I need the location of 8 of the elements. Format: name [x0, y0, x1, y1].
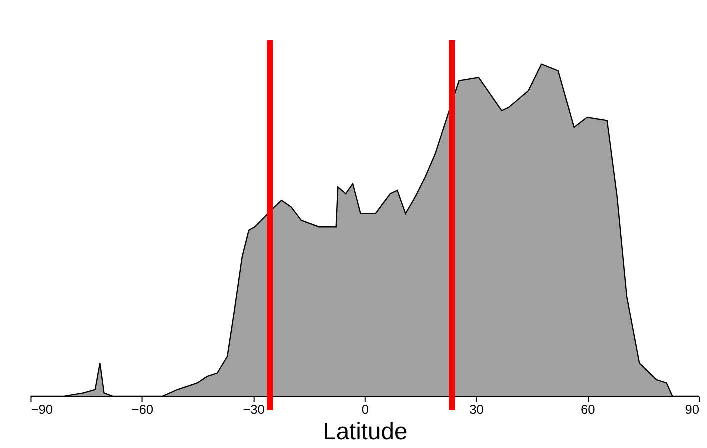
- x-tick-label: −30: [243, 402, 265, 417]
- x-tick-label: 0: [362, 402, 369, 417]
- x-axis-title: Latitude: [323, 418, 408, 446]
- x-tick-label: 60: [581, 402, 596, 417]
- x-tick-label: −60: [132, 402, 154, 417]
- x-tick-label: 30: [470, 402, 484, 417]
- x-tick-label: 90: [685, 402, 700, 417]
- x-tick-label: −90: [31, 402, 54, 417]
